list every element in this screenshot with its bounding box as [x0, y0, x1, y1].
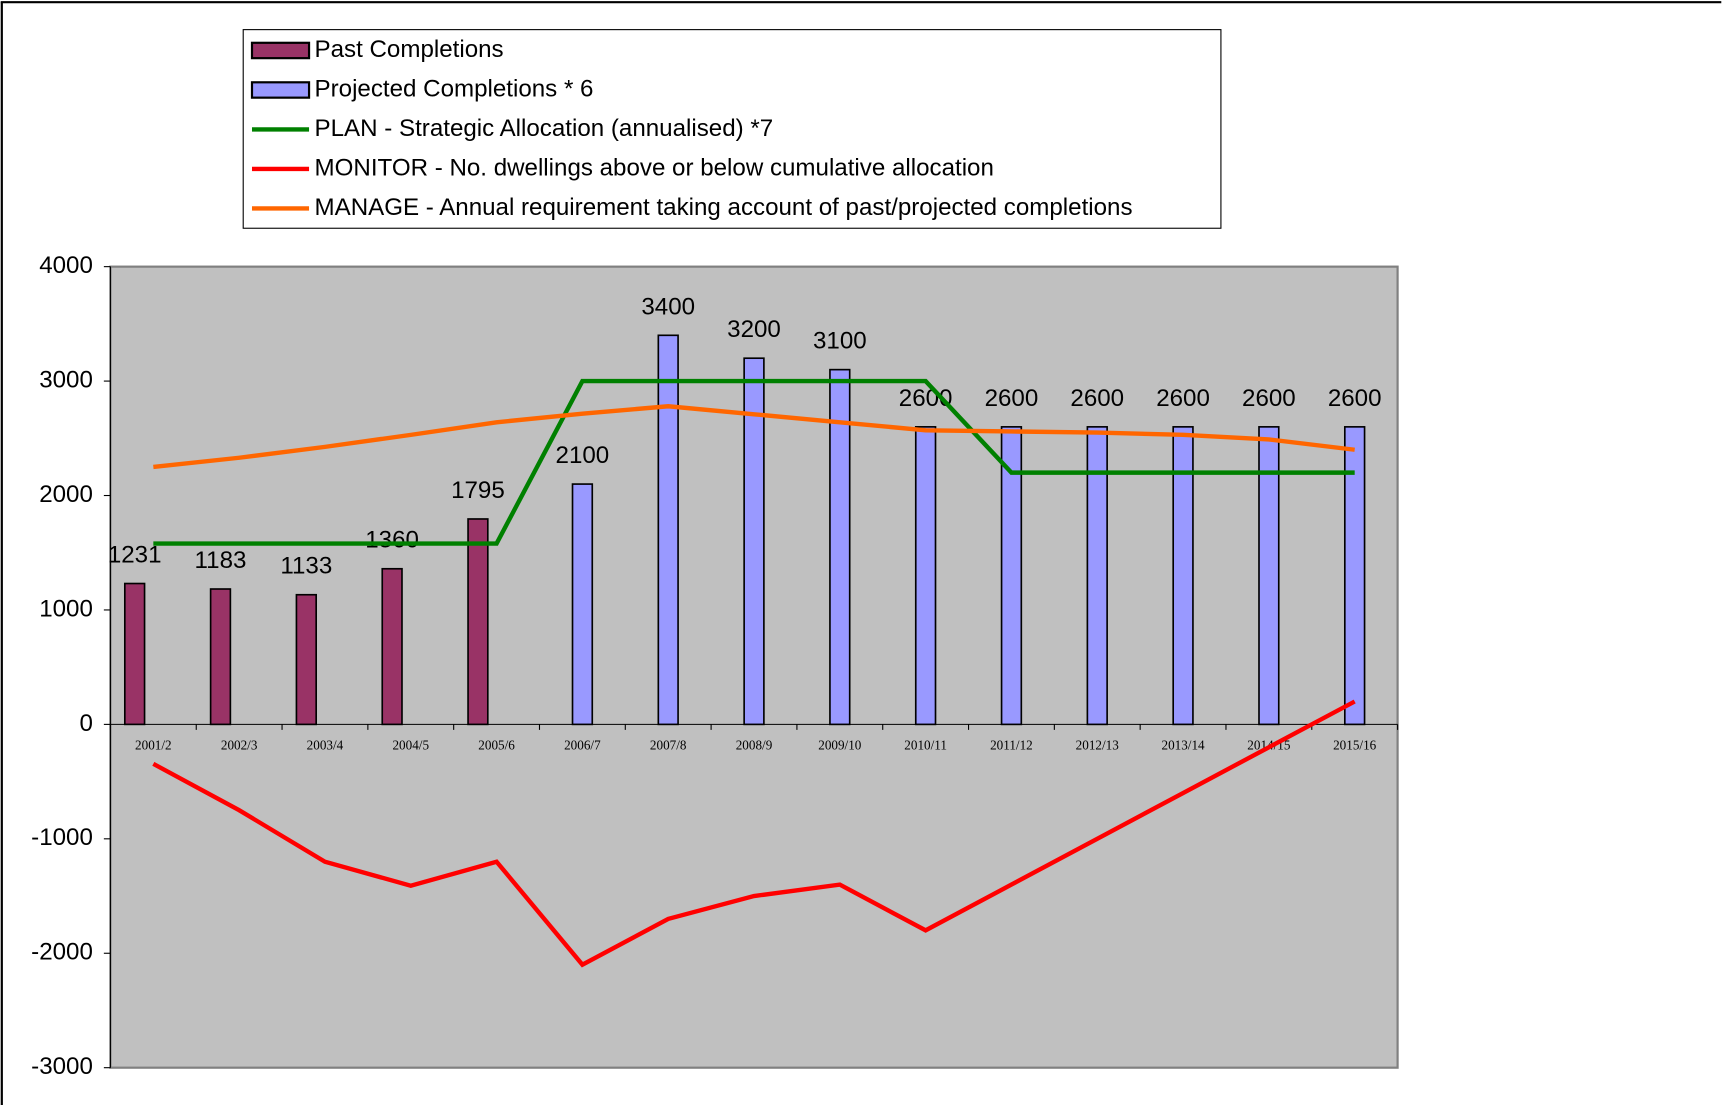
- y-tick-label: 1000: [39, 595, 93, 622]
- value-label: 3400: [641, 293, 695, 320]
- bar: [914, 426, 937, 726]
- x-tick-label: 2001/2: [135, 737, 172, 752]
- x-tick-label: 2004/5: [392, 737, 429, 752]
- legend-label: PLAN - Strategic Allocation (annualised)…: [315, 115, 774, 142]
- value-label: 1795: [451, 477, 505, 504]
- value-label: 2600: [1242, 385, 1296, 412]
- x-tick-label: 2002/3: [221, 737, 258, 752]
- y-tick-label: 0: [79, 710, 92, 737]
- value-label: 2100: [556, 442, 610, 469]
- legend-label: MONITOR - No. dwellings above or below c…: [315, 154, 994, 181]
- line-series: [153, 404, 1355, 470]
- bar: [571, 483, 594, 726]
- bar: [1000, 426, 1023, 726]
- y-tick-label: 4000: [39, 252, 93, 279]
- x-tick-label: 2015/16: [1333, 737, 1377, 752]
- bar: [209, 588, 232, 726]
- y-tick-label: -3000: [31, 1053, 93, 1080]
- y-tick-label: 2000: [39, 481, 93, 508]
- y-tick-label: 3000: [39, 366, 93, 393]
- legend-label: Projected Completions * 6: [315, 75, 594, 102]
- bar: [1172, 426, 1194, 726]
- x-tick-label: 2009/10: [818, 737, 862, 752]
- x-tick-label: 2012/13: [1076, 737, 1120, 752]
- bar: [1086, 426, 1108, 726]
- bar: [1258, 426, 1280, 726]
- x-tick-label: 2006/7: [564, 737, 601, 752]
- legend-box: [242, 29, 1222, 229]
- x-tick-label: 2003/4: [307, 737, 344, 752]
- line-series: [153, 378, 1355, 546]
- y-tick-label: -2000: [31, 939, 93, 966]
- bar: [381, 567, 403, 726]
- legend-label: MANAGE - Annual requirement taking accou…: [315, 194, 1133, 221]
- bar: [295, 593, 318, 726]
- value-label: 1231: [108, 541, 162, 568]
- value-label: 1360: [365, 527, 419, 554]
- bar: [1343, 426, 1366, 726]
- bar: [657, 334, 679, 726]
- value-label: 2600: [1328, 385, 1382, 412]
- bar: [123, 582, 146, 726]
- value-label: 3200: [727, 316, 781, 343]
- legend-label: Past Completions: [315, 36, 504, 63]
- value-label: 3100: [813, 328, 867, 355]
- x-tick-label: 2008/9: [736, 737, 773, 752]
- y-tick-label: -1000: [31, 824, 93, 851]
- value-label: 2600: [1070, 385, 1124, 412]
- x-tick-label: 2007/8: [650, 737, 687, 752]
- bar: [743, 357, 765, 726]
- x-tick-label: 2010/11: [904, 737, 947, 752]
- legend-swatch: [250, 41, 311, 60]
- x-tick-label: 2011/12: [990, 737, 1033, 752]
- line-series: [152, 699, 1356, 968]
- x-tick-label: 2013/14: [1162, 737, 1206, 752]
- value-label: 2600: [1156, 385, 1210, 412]
- x-tick-label: 2005/6: [478, 737, 515, 752]
- legend-swatch: [250, 81, 311, 99]
- bar: [467, 518, 489, 726]
- value-label: 1183: [195, 547, 247, 574]
- value-label: 2600: [985, 385, 1039, 412]
- value-label: 1133: [280, 553, 332, 580]
- bar: [829, 368, 851, 726]
